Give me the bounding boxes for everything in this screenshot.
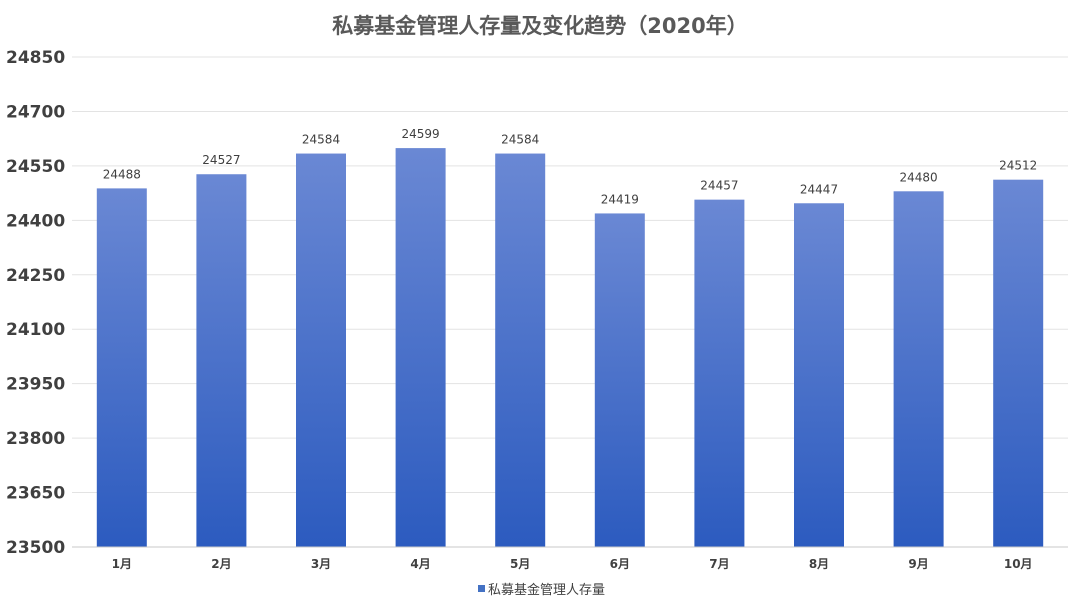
y-tick-label: 23500	[6, 538, 65, 558]
x-tick-label: 6月	[610, 557, 630, 571]
y-axis-ticks: 23500 23650 23800 23950 24100 24250 24400 24550…	[6, 48, 65, 558]
x-axis-ticks: 1月 2月 3月 4月 5月 6月 7月 8月 9月 10月	[112, 557, 1033, 571]
data-labels: 24488 24527 24584 24599 24584 24419 24457 24447…	[103, 127, 1038, 206]
data-label: 24457	[700, 179, 738, 193]
y-tick-label: 24700	[6, 102, 65, 122]
bar	[794, 203, 844, 547]
legend-label: 私募基金管理人存量	[488, 582, 605, 598]
x-tick-label: 9月	[908, 557, 928, 571]
legend: 私募基金管理人存量	[478, 582, 605, 598]
x-tick-label: 3月	[311, 557, 331, 571]
x-tick-label: 2月	[211, 557, 231, 571]
y-tick-label: 24100	[6, 320, 65, 340]
bar	[694, 199, 745, 547]
data-label: 24480	[900, 170, 938, 184]
x-tick-label: 5月	[510, 557, 530, 571]
x-tick-label: 8月	[809, 557, 829, 571]
data-label: 24599	[402, 127, 440, 141]
data-label: 24512	[999, 159, 1037, 173]
data-label: 24488	[103, 167, 141, 181]
bar	[594, 213, 645, 547]
y-tick-label: 23950	[6, 375, 65, 395]
y-tick-label: 24850	[6, 48, 65, 68]
y-tick-label: 23800	[6, 429, 65, 449]
data-label: 24527	[202, 153, 240, 167]
data-label: 24584	[302, 133, 340, 147]
bar	[296, 153, 346, 547]
data-label: 24584	[501, 133, 539, 147]
bar	[495, 153, 546, 547]
x-tick-label: 4月	[410, 557, 430, 571]
bar	[395, 148, 446, 547]
data-label: 24419	[601, 192, 639, 206]
y-tick-label: 24250	[6, 266, 65, 286]
x-tick-label: 1月	[112, 557, 132, 571]
y-tick-label: 24400	[6, 211, 65, 231]
x-tick-label: 7月	[709, 557, 729, 571]
bar	[993, 179, 1044, 547]
bars	[96, 148, 1044, 548]
data-label: 24447	[800, 182, 838, 196]
chart-title: 私募基金管理人存量及变化趋势（2020年）	[332, 14, 747, 38]
x-tick-label: 10月	[1004, 557, 1033, 571]
y-tick-label: 24550	[6, 157, 65, 177]
y-tick-label: 23650	[6, 484, 65, 504]
legend-swatch	[478, 585, 485, 592]
bar	[96, 188, 147, 548]
bar	[893, 191, 944, 547]
bar	[196, 174, 247, 547]
